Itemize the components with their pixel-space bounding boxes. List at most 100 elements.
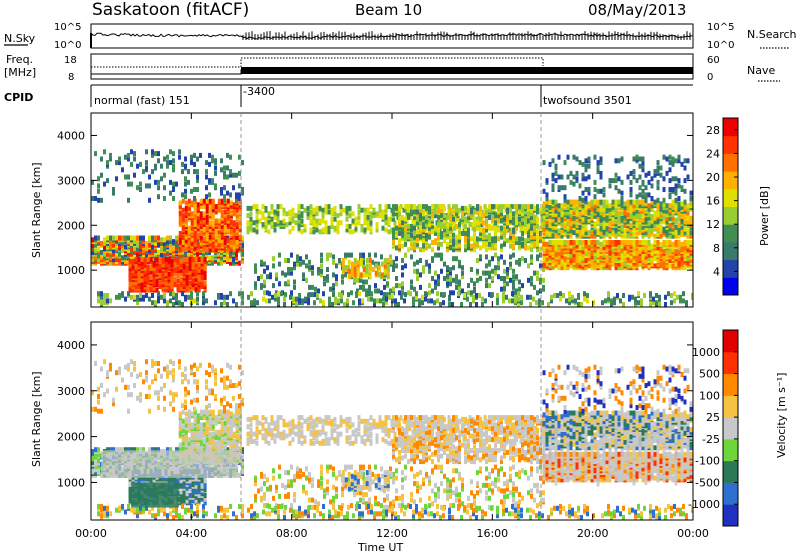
power-cell [455,207,458,213]
power-cell [458,234,461,240]
power-cell [536,204,539,210]
power-cell [449,270,452,276]
power-cell [497,218,500,224]
power-cell [380,261,384,267]
power-cell [196,202,200,208]
power-cell [158,257,162,263]
power-cell [158,284,162,289]
power-cell [472,294,475,300]
power-cell [410,279,413,285]
power-cell [653,249,657,254]
power-cell [152,285,156,291]
power-cell [163,196,166,201]
power-cell [455,223,458,229]
power-cell [235,192,238,198]
power-cell [339,204,343,210]
power-cell [479,276,482,281]
power-cell [148,183,151,189]
power-cell [443,218,446,224]
power-cell [246,213,250,219]
power-cell [166,154,169,160]
power-cell [461,205,464,211]
power-cell [599,174,603,180]
power-cell [683,265,687,271]
power-cell [620,247,624,253]
power-cell [398,283,401,289]
power-cell [208,220,212,226]
power-cell [190,298,193,304]
power-cell [647,228,651,234]
power-cell [382,302,385,307]
power-cell [563,197,567,203]
power-cell [303,227,307,233]
power-cell [488,223,491,229]
power-cell [359,252,362,258]
power-cell [605,263,609,269]
power-cell [491,256,494,262]
power-cell [223,185,226,191]
power-cell [127,235,130,241]
power-cell [407,223,410,229]
power-cell [458,263,461,269]
power-cell [205,194,208,200]
power-cell [512,283,515,289]
power-cell [596,240,600,245]
power-cell [446,281,449,287]
power-cell [360,223,364,229]
power-cell [205,174,208,180]
power-cell [578,231,582,237]
power-cell [395,276,398,281]
power-cell [181,161,184,167]
power-cell [485,277,488,283]
power-cell [545,192,549,198]
power-cell [367,296,370,302]
power-cell [208,227,212,233]
power-cell [412,296,415,302]
power-cell [476,209,479,215]
power-cell [324,207,328,213]
power-cell [683,165,687,171]
cpid-segment-2: -3400 [243,85,275,98]
power-cell [208,205,212,211]
power-cell [270,216,274,222]
power-cell [617,240,621,245]
power-cell [668,250,672,256]
power-cell [419,229,422,235]
power-cell [536,229,539,235]
power-cell [178,300,181,306]
power-cell [440,234,443,240]
power-cell [551,199,555,205]
power-cell [187,198,191,204]
power-cell [434,204,437,210]
power-cell [384,218,388,224]
power-cell [169,248,172,254]
power-cell [306,211,310,217]
power-cell [506,267,509,272]
power-cell [288,209,292,215]
power-cell [403,298,406,304]
power-cell [626,263,630,269]
power-cell [569,215,573,221]
power-cell [614,178,618,184]
power-cell [149,269,153,275]
power-cell [500,211,503,217]
power-cell [166,300,169,306]
power-cell [161,276,165,282]
power-cell [451,302,454,307]
power-cell [214,243,218,249]
power-cell [467,283,470,289]
power-cell [551,158,555,164]
power-cell [440,213,443,219]
power-cell [223,209,227,215]
power-cell [389,292,392,298]
power-cell [223,194,226,200]
power-cell [469,302,472,307]
power-cell [330,207,334,213]
power-cell [680,241,684,247]
power-cell [560,174,564,180]
power-cell [458,222,461,228]
power-cell [470,290,473,296]
power-cell [572,181,576,187]
power-cell [422,211,425,217]
power-cell [650,243,654,249]
